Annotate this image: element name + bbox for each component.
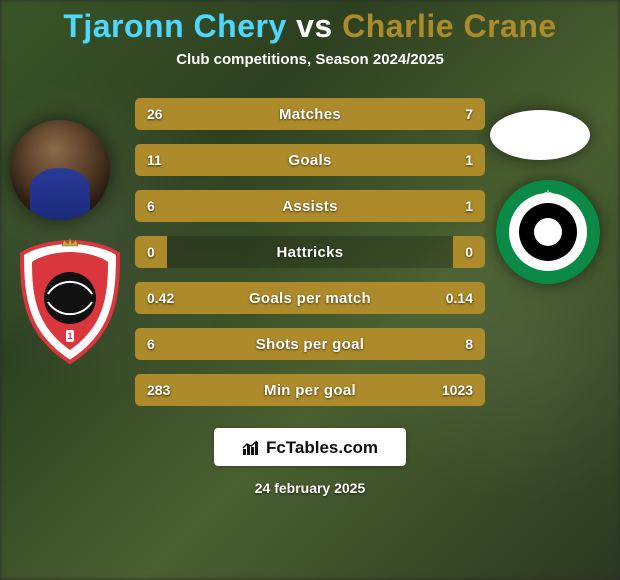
player2-club-logo: ♔ (496, 180, 600, 284)
player2-avatar (490, 110, 590, 160)
date-label: 24 february 2025 (255, 480, 366, 496)
stat-label: Goals (135, 144, 485, 176)
shield-icon: 1 (18, 238, 122, 366)
stat-row: 61Assists (135, 190, 485, 222)
svg-text:1: 1 (67, 331, 72, 341)
player1-club-logo: 1 (18, 238, 122, 366)
crown-icon: ♔ (543, 188, 554, 202)
stat-row: 267Matches (135, 98, 485, 130)
stat-label: Min per goal (135, 374, 485, 406)
player1-name: Tjaronn Chery (63, 8, 286, 44)
stat-label: Shots per goal (135, 328, 485, 360)
content: Tjaronn Chery vs Charlie Crane Club comp… (0, 0, 620, 580)
stats-list: 267Matches 111Goals 61Assists 00Hattricks 0.… (135, 98, 485, 406)
stat-row: 2831023Min per goal (135, 374, 485, 406)
stat-label: Assists (135, 190, 485, 222)
ring-icon (519, 203, 577, 261)
stat-label: Hattricks (135, 236, 485, 268)
stat-row: 111Goals (135, 144, 485, 176)
brand-badge: FcTables.com (214, 428, 406, 466)
player2-name: Charlie Crane (342, 8, 557, 44)
vs-label: vs (296, 8, 333, 44)
comparison-card: Tjaronn Chery vs Charlie Crane Club comp… (0, 0, 620, 580)
stat-label: Goals per match (135, 282, 485, 314)
bar-chart-icon (242, 439, 260, 457)
stat-row: 68Shots per goal (135, 328, 485, 360)
stat-row: 00Hattricks (135, 236, 485, 268)
brand-text: FcTables.com (266, 438, 378, 458)
stat-row: 0.420.14Goals per match (135, 282, 485, 314)
ring-icon (534, 218, 562, 246)
player1-avatar (10, 120, 110, 220)
ring-icon (509, 193, 587, 271)
stat-label: Matches (135, 98, 485, 130)
page-title: Tjaronn Chery vs Charlie Crane (63, 8, 556, 45)
subtitle: Club competitions, Season 2024/2025 (176, 51, 444, 68)
